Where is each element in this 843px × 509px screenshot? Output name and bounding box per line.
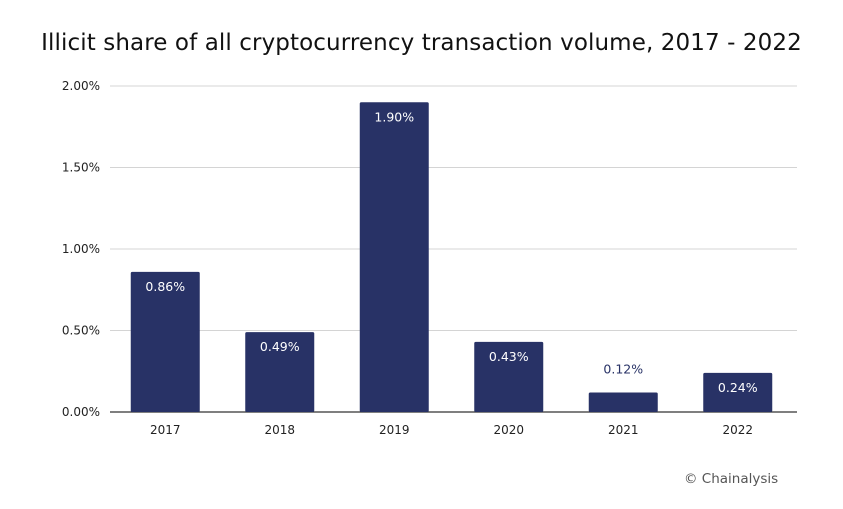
x-tick-label: 2022 bbox=[722, 423, 753, 437]
bars bbox=[130, 102, 773, 413]
bar-value-labels: 0.86% 0.49% 1.90% 0.43% 0.12% 0.24% bbox=[145, 109, 757, 395]
x-tick-label: 2021 bbox=[608, 423, 639, 437]
x-tick-label: 2019 bbox=[379, 423, 410, 437]
x-axis-ticks: 2017 2018 2019 2020 2021 2022 bbox=[150, 423, 753, 437]
y-tick-label: 1.00% bbox=[62, 242, 100, 256]
bar-value-label: 0.49% bbox=[260, 339, 300, 354]
bar-2018 bbox=[245, 332, 315, 412]
bar-value-label: 0.86% bbox=[145, 279, 185, 294]
x-tick-label: 2020 bbox=[493, 423, 524, 437]
y-tick-label: 1.50% bbox=[62, 161, 100, 175]
y-tick-label: 0.00% bbox=[62, 405, 100, 419]
bar-2022 bbox=[703, 372, 773, 412]
chart-title: Illicit share of all cryptocurrency tran… bbox=[41, 30, 802, 56]
bar-value-label: 0.43% bbox=[489, 349, 529, 364]
credit-text: © Chainalysis bbox=[684, 471, 779, 487]
bar-2020 bbox=[474, 341, 544, 412]
x-tick-label: 2017 bbox=[150, 423, 181, 437]
bar-value-label: 0.12% bbox=[603, 361, 643, 376]
bar-value-label: 0.24% bbox=[718, 380, 758, 395]
bar-2017 bbox=[130, 271, 200, 412]
x-tick-label: 2018 bbox=[264, 423, 295, 437]
gridlines bbox=[110, 85, 797, 413]
y-tick-label: 2.00% bbox=[62, 79, 100, 93]
bar-value-label: 1.90% bbox=[374, 109, 414, 124]
bar-2019 bbox=[359, 102, 429, 413]
y-axis-ticks: 0.00% 0.50% 1.00% 1.50% 2.00% bbox=[62, 79, 100, 419]
y-tick-label: 0.50% bbox=[62, 324, 100, 338]
bar-2021 bbox=[588, 392, 658, 412]
